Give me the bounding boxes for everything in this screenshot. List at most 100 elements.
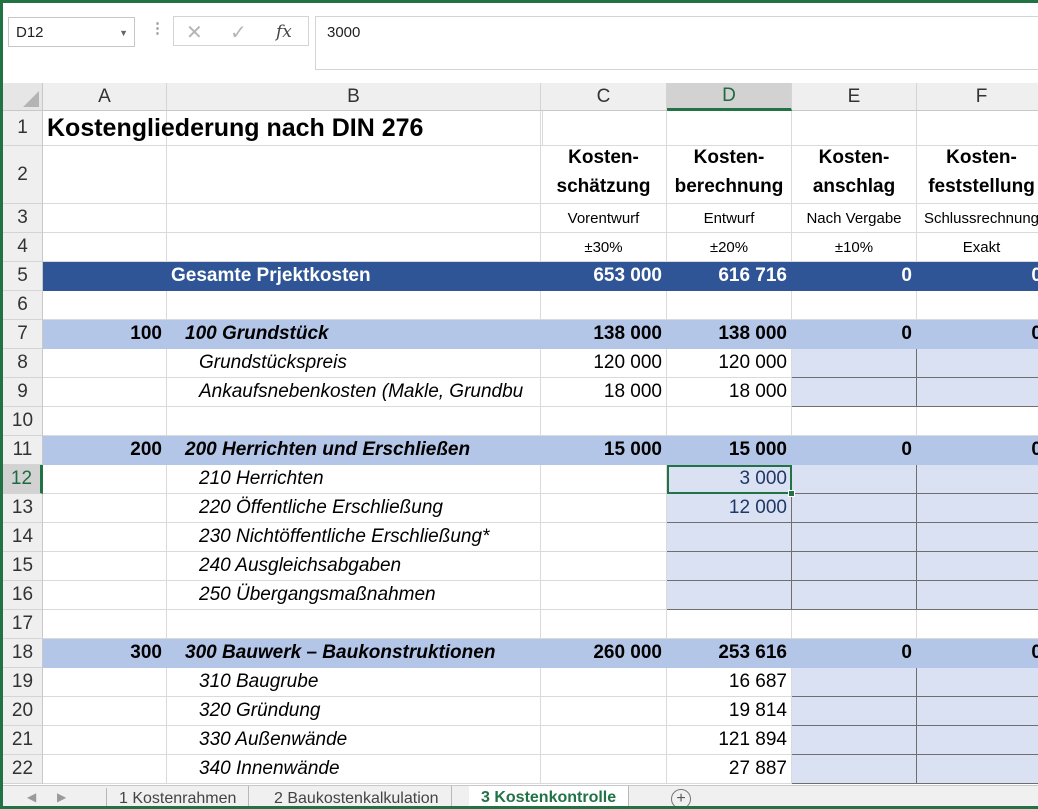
- add-sheet-icon[interactable]: +: [671, 789, 691, 806]
- column-header-d[interactable]: D: [667, 83, 792, 111]
- item-12-f[interactable]: [917, 465, 1038, 494]
- item-label-19[interactable]: 310 Baugrube: [167, 668, 541, 697]
- sheet-tab-baukostenkalkulation[interactable]: 2 Baukostenkalkulation: [262, 786, 452, 806]
- cell-d10[interactable]: [667, 407, 792, 436]
- item-13-d[interactable]: 12 000: [667, 494, 792, 523]
- total-label[interactable]: Gesamte Prjektkosten: [167, 262, 541, 291]
- row-header-21[interactable]: 21: [3, 726, 43, 755]
- group-label-g200[interactable]: 200 Herrichten und Erschließen: [167, 436, 541, 465]
- group-g300-f[interactable]: 0: [917, 639, 1038, 668]
- column-header-b[interactable]: B: [167, 83, 541, 111]
- row-header-3[interactable]: 3: [3, 204, 43, 233]
- item-label-21[interactable]: 330 Außenwände: [167, 726, 541, 755]
- select-all-button[interactable]: [3, 83, 43, 111]
- column-header-c[interactable]: C: [541, 83, 667, 111]
- group-label-g100[interactable]: 100 Grundstück: [167, 320, 541, 349]
- cell-a21[interactable]: [43, 726, 167, 755]
- cell-e10[interactable]: [792, 407, 917, 436]
- insert-function-icon[interactable]: fx: [276, 22, 292, 42]
- row-header-9[interactable]: 9: [3, 378, 43, 407]
- cell-f1[interactable]: [917, 111, 1038, 146]
- item-21-c[interactable]: [541, 726, 667, 755]
- cell-a6[interactable]: [43, 291, 167, 320]
- row-header-15[interactable]: 15: [3, 552, 43, 581]
- name-box[interactable]: D12 ▼: [8, 17, 135, 47]
- item-8-c[interactable]: 120 000: [541, 349, 667, 378]
- cell-b2[interactable]: [167, 146, 541, 204]
- item-label-12[interactable]: 210 Herrichten: [167, 465, 541, 494]
- group-g200-d[interactable]: 15 000: [667, 436, 792, 465]
- group-g300-e[interactable]: 0: [792, 639, 917, 668]
- item-22-f[interactable]: [917, 755, 1038, 784]
- chevron-down-icon[interactable]: ▼: [119, 28, 128, 38]
- row-header-13[interactable]: 13: [3, 494, 43, 523]
- group-code-g300[interactable]: 300: [43, 639, 167, 668]
- item-19-d[interactable]: 16 687: [667, 668, 792, 697]
- item-label-15[interactable]: 240 Ausgleichsabgaben: [167, 552, 541, 581]
- total-d[interactable]: 616 716: [667, 262, 792, 291]
- cell-a8[interactable]: [43, 349, 167, 378]
- row-header-22[interactable]: 22: [3, 755, 43, 784]
- cell-a4[interactable]: [43, 233, 167, 262]
- cell-c1[interactable]: [541, 111, 667, 146]
- enter-icon[interactable]: ✓: [230, 22, 247, 44]
- item-13-e[interactable]: [792, 494, 917, 523]
- cell-a3[interactable]: [43, 204, 167, 233]
- column-header-f[interactable]: F: [917, 83, 1038, 111]
- item-label-9[interactable]: Ankaufsnebenkosten (Makle, Grundbu: [167, 378, 541, 407]
- row-header-6[interactable]: 6: [3, 291, 43, 320]
- item-12-c[interactable]: [541, 465, 667, 494]
- group-g100-c[interactable]: 138 000: [541, 320, 667, 349]
- header-c-phase[interactable]: Vorentwurf: [541, 204, 667, 233]
- item-15-f[interactable]: [917, 552, 1038, 581]
- cell-b17[interactable]: [167, 610, 541, 639]
- row-header-16[interactable]: 16: [3, 581, 43, 610]
- row-header-20[interactable]: 20: [3, 697, 43, 726]
- item-22-e[interactable]: [792, 755, 917, 784]
- active-cell-d12[interactable]: [667, 465, 792, 494]
- item-21-f[interactable]: [917, 726, 1038, 755]
- column-header-a[interactable]: A: [43, 83, 167, 111]
- row-header-17[interactable]: 17: [3, 610, 43, 639]
- item-8-d[interactable]: 120 000: [667, 349, 792, 378]
- row-header-18[interactable]: 18: [3, 639, 43, 668]
- group-g300-d[interactable]: 253 616: [667, 639, 792, 668]
- row-header-12[interactable]: 12: [3, 465, 43, 494]
- cell-e6[interactable]: [792, 291, 917, 320]
- item-12-e[interactable]: [792, 465, 917, 494]
- item-19-c[interactable]: [541, 668, 667, 697]
- item-8-e[interactable]: [792, 349, 917, 378]
- item-label-22[interactable]: 340 Innenwände: [167, 755, 541, 784]
- item-14-f[interactable]: [917, 523, 1038, 552]
- sheet-tab-kostenkontrolle[interactable]: 3 Kostenkontrolle: [469, 786, 630, 806]
- row-header-10[interactable]: 10: [3, 407, 43, 436]
- cell-c10[interactable]: [541, 407, 667, 436]
- cell-f10[interactable]: [917, 407, 1038, 436]
- item-21-d[interactable]: 121 894: [667, 726, 792, 755]
- group-g200-c[interactable]: 15 000: [541, 436, 667, 465]
- total-f[interactable]: 0: [917, 262, 1038, 291]
- item-13-f[interactable]: [917, 494, 1038, 523]
- item-9-e[interactable]: [792, 378, 917, 407]
- item-19-f[interactable]: [917, 668, 1038, 697]
- header-d-accuracy[interactable]: ±20%: [667, 233, 792, 262]
- item-8-f[interactable]: [917, 349, 1038, 378]
- cell-c17[interactable]: [541, 610, 667, 639]
- cell-a2[interactable]: [43, 146, 167, 204]
- row-header-7[interactable]: 7: [3, 320, 43, 349]
- header-e[interactable]: Kosten-anschlag: [792, 146, 917, 204]
- cell-a20[interactable]: [43, 697, 167, 726]
- group-code-g200[interactable]: 200: [43, 436, 167, 465]
- item-19-e[interactable]: [792, 668, 917, 697]
- header-e-accuracy[interactable]: ±10%: [792, 233, 917, 262]
- cell-b3[interactable]: [167, 204, 541, 233]
- cell-a17[interactable]: [43, 610, 167, 639]
- item-16-f[interactable]: [917, 581, 1038, 610]
- header-d-phase[interactable]: Entwurf: [667, 204, 792, 233]
- item-20-f[interactable]: [917, 697, 1038, 726]
- total-a[interactable]: [43, 262, 167, 291]
- column-header-e[interactable]: E: [792, 83, 917, 111]
- group-code-g100[interactable]: 100: [43, 320, 167, 349]
- group-g100-f[interactable]: 0: [917, 320, 1038, 349]
- group-g100-d[interactable]: 138 000: [667, 320, 792, 349]
